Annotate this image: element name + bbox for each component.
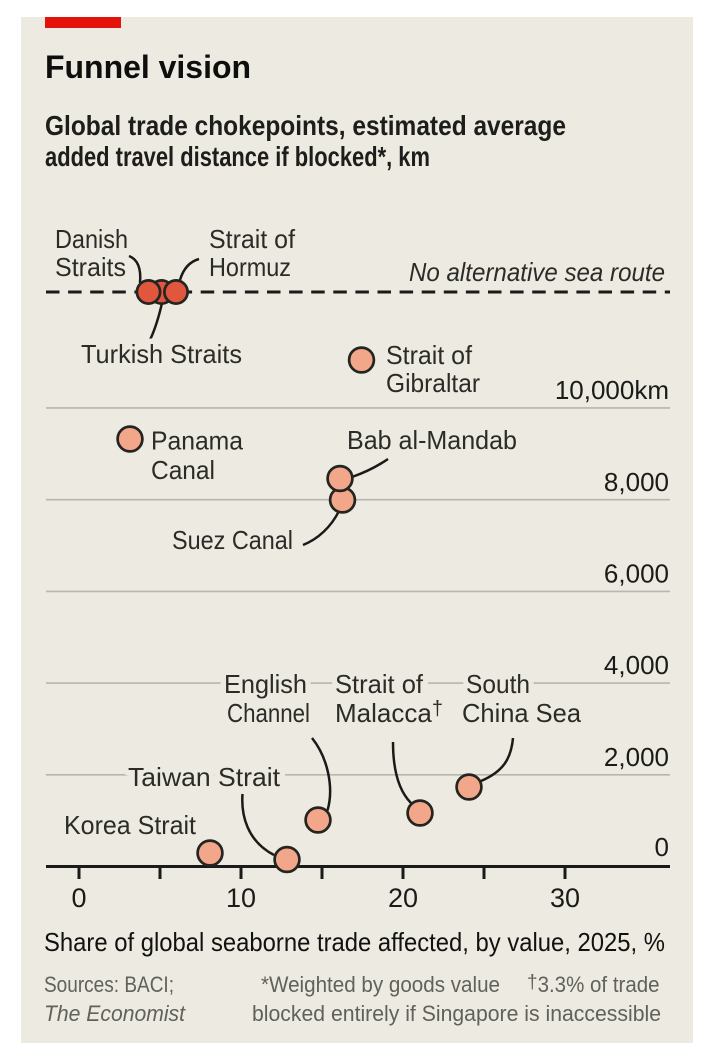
- svg-text:Danish: Danish: [55, 224, 128, 254]
- svg-text:Taiwan Strait: Taiwan Strait: [128, 762, 281, 792]
- svg-text:Malacca†: Malacca†: [335, 698, 443, 728]
- svg-text:Panama: Panama: [151, 426, 244, 456]
- svg-text:10,000km: 10,000km: [555, 375, 669, 405]
- svg-text:blocked entirely if Singapore: blocked entirely if Singapore is inacces…: [252, 1001, 661, 1026]
- svg-text:0: 0: [71, 883, 86, 913]
- svg-text:4,000: 4,000: [604, 650, 669, 680]
- svg-text:Straits: Straits: [55, 252, 126, 282]
- svg-text:Bab al-Mandab: Bab al-Mandab: [347, 425, 517, 455]
- svg-text:†3.3% of trade: †3.3% of trade: [527, 972, 660, 997]
- svg-text:*Weighted by goods value: *Weighted by goods value: [261, 972, 500, 997]
- svg-text:Strait of: Strait of: [335, 669, 424, 699]
- svg-text:Korea Strait: Korea Strait: [64, 810, 197, 840]
- svg-text:added travel distance if block: added travel distance if blocked*, km: [45, 141, 430, 172]
- svg-text:Turkish Straits: Turkish Straits: [81, 339, 242, 369]
- svg-text:2,000: 2,000: [604, 742, 669, 772]
- svg-text:6,000: 6,000: [604, 559, 669, 589]
- svg-text:Channel: Channel: [227, 698, 310, 728]
- svg-text:China Sea: China Sea: [462, 698, 582, 728]
- svg-text:Canal: Canal: [151, 455, 215, 485]
- svg-text:Global trade chokepoints, esti: Global trade chokepoints, estimated aver…: [45, 110, 566, 141]
- svg-text:Strait of: Strait of: [386, 340, 473, 370]
- svg-text:Gibraltar: Gibraltar: [386, 368, 480, 398]
- svg-text:Share of global seaborne trade: Share of global seaborne trade affected,…: [44, 927, 665, 957]
- svg-text:10: 10: [226, 883, 256, 913]
- svg-text:The Economist: The Economist: [44, 1001, 186, 1026]
- svg-text:20: 20: [388, 883, 418, 913]
- svg-text:Suez Canal: Suez Canal: [172, 525, 293, 555]
- svg-text:0: 0: [655, 832, 669, 862]
- svg-text:8,000: 8,000: [604, 467, 669, 497]
- svg-text:Strait of: Strait of: [209, 224, 296, 254]
- svg-text:30: 30: [550, 883, 580, 913]
- svg-text:South: South: [466, 669, 530, 699]
- svg-text:Sources: BACI;: Sources: BACI;: [44, 972, 174, 997]
- svg-text:English: English: [224, 669, 307, 699]
- svg-text:Funnel vision: Funnel vision: [45, 49, 251, 85]
- svg-text:No alternative sea route: No alternative sea route: [409, 257, 665, 287]
- svg-text:Hormuz: Hormuz: [209, 252, 291, 282]
